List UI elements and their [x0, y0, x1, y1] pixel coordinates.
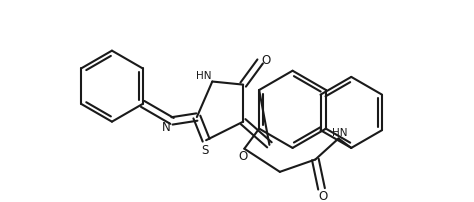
Text: O: O	[261, 54, 270, 67]
Text: S: S	[201, 143, 208, 156]
Text: O: O	[319, 189, 328, 202]
Text: HN: HN	[196, 70, 211, 80]
Text: O: O	[238, 149, 247, 162]
Text: N: N	[162, 120, 171, 133]
Text: HN: HN	[332, 127, 348, 137]
